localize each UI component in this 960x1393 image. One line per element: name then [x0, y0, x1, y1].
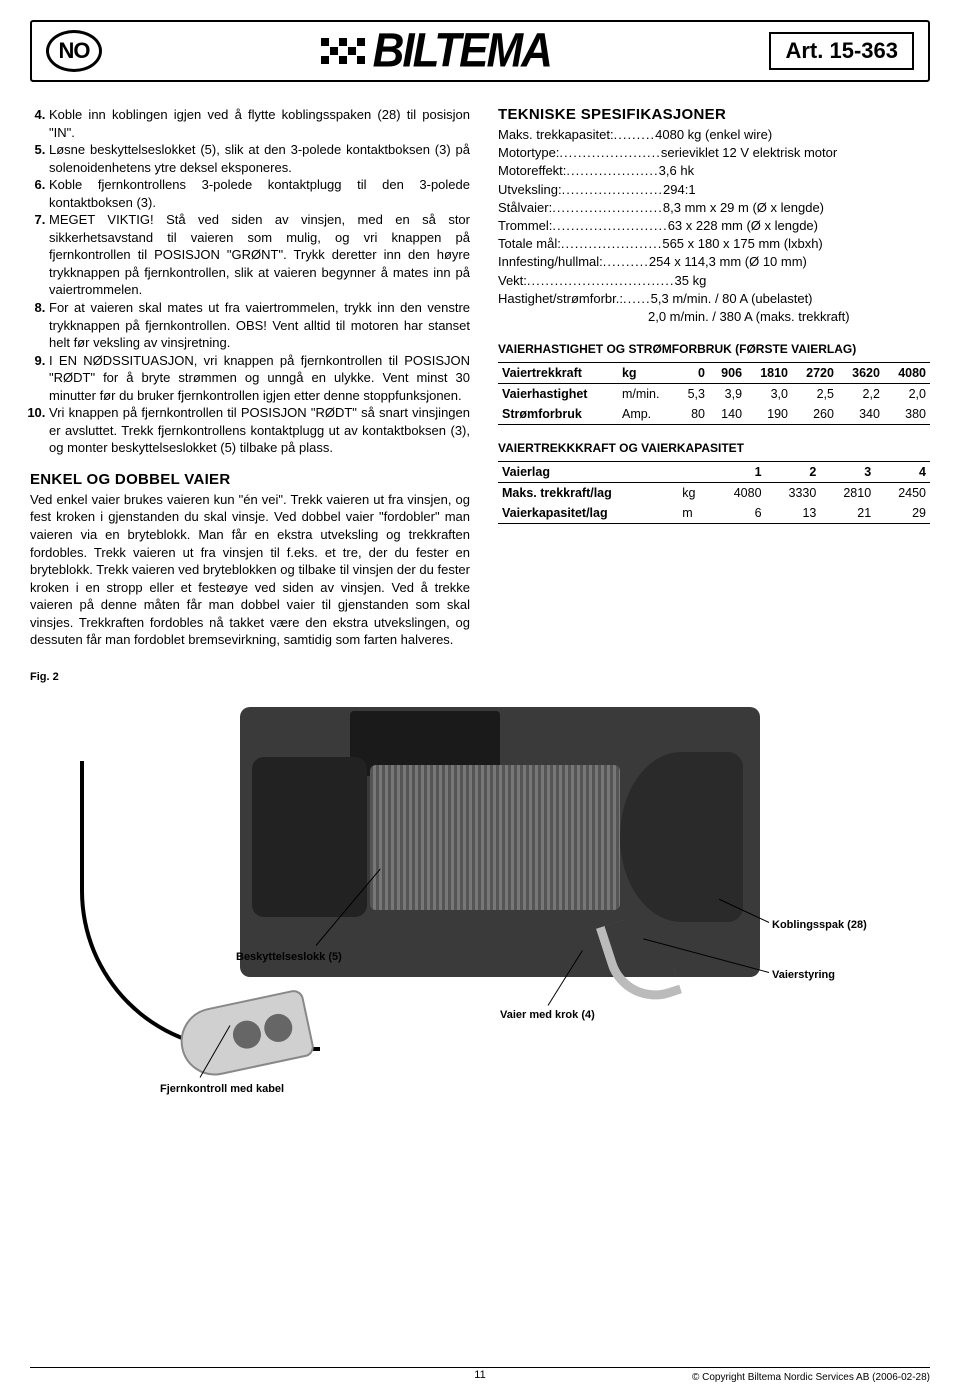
- specs-title: TEKNISKE SPESIFIKASJONER: [498, 106, 930, 123]
- callout-remote: Fjernkontroll med kabel: [160, 1083, 284, 1095]
- drum-drawing: [370, 765, 620, 910]
- page-number: 11: [474, 1369, 485, 1381]
- right-column: TEKNISKE SPESIFIKASJONER Maks. trekkapas…: [498, 106, 930, 649]
- table-row: Vaierkapasitet/lag m 6 13 21 29: [498, 503, 930, 524]
- spec-row: Vekt:................................ 35…: [498, 272, 930, 290]
- motor-drawing: [620, 752, 743, 922]
- table-capacity: Vaierlag 1 2 3 4 Maks. trekkraft/lag kg …: [498, 461, 930, 524]
- spec-row: Motoreffekt:.................... 3,6 hk: [498, 162, 930, 180]
- spec-row: Innfesting/hullmal:.......... 254 x 114,…: [498, 253, 930, 271]
- article-number: Art. 15-363: [769, 32, 914, 70]
- step-9: I EN NØDSSITUASJON, vri knappen på fjern…: [49, 352, 470, 405]
- table1-title: Vaierhastighet og strømforbruk (første v…: [498, 342, 930, 356]
- step-4: Koble inn koblingen igjen ved å flytte k…: [49, 106, 470, 141]
- step-5: Løsne beskyttelseslokket (5), slik at de…: [49, 141, 470, 176]
- spec-row: Hastighet/strømforbr.:...... 5,3 m/min. …: [498, 290, 930, 308]
- logo: BILTEMA: [321, 26, 551, 76]
- table-speed-power: Vaiertrekkraft kg 0 906 1810 2720 3620 4…: [498, 362, 930, 425]
- content-columns: Koble inn koblingen igjen ved å flytte k…: [30, 106, 930, 649]
- logo-text: BILTEMA: [373, 24, 551, 79]
- step-7: MEGET VIKTIG! Stå ved siden av vinsjen, …: [49, 211, 470, 299]
- table2-title: Vaiertrekkkraft og vaierkapasitet: [498, 441, 930, 455]
- callout-lever: Koblingsspak (28): [772, 919, 867, 931]
- table-row: Vaierhastighet m/min. 5,3 3,9 3,0 2,5 2,…: [498, 384, 930, 405]
- spec-row: Utveksling:...................... 294:1: [498, 181, 930, 199]
- spec-row: Trommel:......................... 63 x 2…: [498, 217, 930, 235]
- spec-row: Motortype:...................... serievi…: [498, 144, 930, 162]
- language-badge: NO: [46, 30, 102, 72]
- figure-area: Fig. 2 Beskyttelseslokk (5) Koblingsspak…: [30, 671, 930, 1101]
- winch-drawing: [240, 707, 760, 977]
- table-row: Vaiertrekkraft kg 0 906 1810 2720 3620 4…: [498, 363, 930, 384]
- footer: © Copyright Biltema Nordic Services AB (…: [30, 1367, 930, 1383]
- spec-row: Maks. trekkapasitet:......... 4080 kg (e…: [498, 126, 930, 144]
- callout-wirehook: Vaier med krok (4): [500, 1009, 595, 1021]
- step-8: For at vaieren skal mates ut fra vaiertr…: [49, 299, 470, 352]
- copyright-text: © Copyright Biltema Nordic Services AB (…: [692, 1372, 930, 1383]
- spec-wrap: 2,0 m/min. / 380 A (maks. trekkraft): [498, 308, 930, 326]
- logo-icon: [321, 38, 365, 64]
- instruction-list: Koble inn koblingen igjen ved å flytte k…: [30, 106, 470, 457]
- left-column: Koble inn koblingen igjen ved å flytte k…: [30, 106, 470, 649]
- section-title-left: ENKEL OG DOBBEL VAIER: [30, 471, 470, 488]
- hook-drawing: [596, 909, 682, 1012]
- spec-row: Stålvaier:........................ 8,3 m…: [498, 199, 930, 217]
- step-6: Koble fjernkontrollens 3-polede kontaktp…: [49, 176, 470, 211]
- step-10: Vri knappen på fjernkontrollen til POSIS…: [49, 404, 470, 457]
- table-row: Vaierlag 1 2 3 4: [498, 462, 930, 483]
- page: NO BILTEMA Art. 15-363 Koble inn kobling…: [0, 0, 960, 1393]
- table-row: Maks. trekkraft/lag kg 4080 3330 2810 24…: [498, 483, 930, 504]
- spec-row: Totale mål:...................... 565 x …: [498, 235, 930, 253]
- callout-guide: Vaierstyring: [772, 969, 835, 981]
- header-bar: NO BILTEMA Art. 15-363: [30, 20, 930, 82]
- table-row: Strømforbruk Amp. 80 140 190 260 340 380: [498, 404, 930, 425]
- gearbox-drawing: [252, 757, 367, 917]
- callout-cover: Beskyttelseslokk (5): [236, 951, 342, 963]
- figure-label: Fig. 2: [30, 671, 59, 683]
- specs-list: Maks. trekkapasitet:......... 4080 kg (e…: [498, 126, 930, 326]
- section-body-left: Ved enkel vaier brukes vaieren kun "én v…: [30, 491, 470, 649]
